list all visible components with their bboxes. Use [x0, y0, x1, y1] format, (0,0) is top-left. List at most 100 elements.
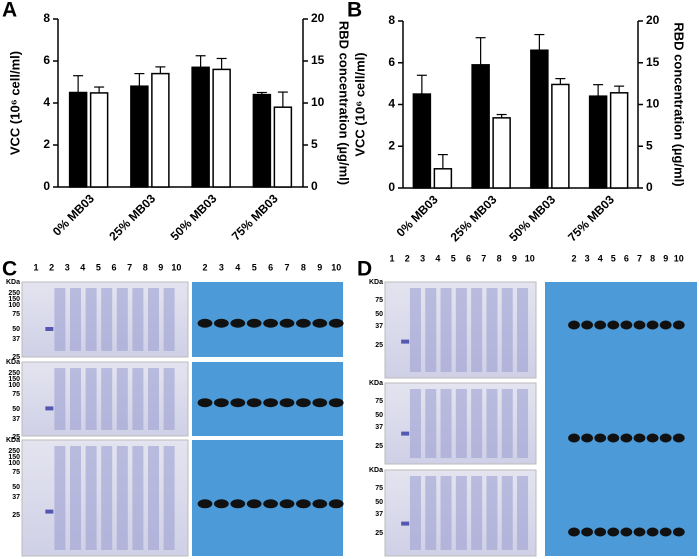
- kda-label: KDa: [369, 279, 383, 286]
- y2-axis-title: RBD concentration (µg/ml): [672, 22, 687, 186]
- blot-band: [581, 527, 593, 537]
- lane-label: 7: [481, 253, 486, 263]
- gel-lane: [101, 446, 113, 550]
- blot-band: [594, 527, 607, 537]
- kda-label: 37: [12, 336, 20, 343]
- gel-lane: [517, 389, 529, 458]
- gel-lane: [409, 288, 421, 372]
- gel-lane: [148, 368, 159, 430]
- bar: [609, 92, 629, 189]
- gel-lane: [455, 288, 467, 372]
- y2-tick-label: 20: [646, 13, 660, 27]
- lane-label: 3: [219, 262, 224, 272]
- gel-lane: [409, 476, 421, 550]
- lane-label: 6: [268, 262, 273, 272]
- y-axis-title: VCC (10⁶ cell/ml): [7, 51, 22, 155]
- blot-band: [296, 398, 311, 408]
- gel-lane: [70, 368, 81, 430]
- gel-lane: [132, 368, 144, 430]
- gel-lane: [163, 368, 175, 430]
- bar: [68, 91, 88, 188]
- kda-label: 75: [375, 297, 383, 304]
- bar: [191, 66, 210, 188]
- blot-band: [646, 320, 659, 330]
- blot-band: [246, 318, 262, 328]
- lane-label: 8: [497, 253, 502, 263]
- gel-band: [45, 509, 54, 514]
- blot-band: [279, 318, 295, 328]
- kda-label: KDa: [6, 279, 20, 286]
- y-tick-label: 4: [43, 95, 50, 109]
- panel-label: C: [2, 258, 17, 281]
- kda-label: 50: [12, 326, 20, 333]
- gel-lane: [425, 288, 437, 372]
- kda-label: 100: [8, 382, 20, 389]
- lane-label: 5: [451, 253, 456, 263]
- y-tick-label: 4: [388, 97, 395, 111]
- gel-lane: [425, 476, 437, 550]
- lane-label: 5: [611, 253, 616, 263]
- kda-label: 250: [8, 290, 20, 297]
- blot-band: [568, 433, 580, 443]
- gel-lane: [455, 389, 467, 458]
- blot-band: [633, 433, 646, 443]
- lane-label: 2: [405, 253, 410, 263]
- gel-lane: [501, 389, 513, 458]
- lane-label: 2: [202, 262, 207, 272]
- blot-band: [594, 433, 607, 443]
- bar: [588, 95, 608, 189]
- y2-tick-label: 15: [646, 55, 660, 69]
- y2-tick-label: 0: [311, 179, 318, 193]
- panel-label: D: [357, 258, 372, 281]
- y2-tick-label: 15: [311, 53, 325, 67]
- blot-band: [263, 318, 278, 328]
- panel-label: A: [2, 0, 17, 22]
- gel-lane: [132, 446, 144, 550]
- y-axis-title: VCC (10⁶ cell/ml): [352, 52, 367, 156]
- kda-label: 100: [8, 302, 20, 309]
- kda-label: 37: [375, 323, 383, 330]
- gel-lane: [101, 288, 113, 351]
- bar: [273, 106, 293, 188]
- gel-lane: [471, 389, 483, 458]
- gel-lane: [440, 389, 452, 458]
- blot-band: [197, 499, 213, 509]
- lane-label: 9: [317, 262, 322, 272]
- kda-label: KDa: [6, 437, 20, 444]
- bar: [252, 93, 272, 188]
- kda-label: 50: [375, 311, 383, 318]
- lane-label: 4: [598, 253, 603, 263]
- blot-band: [230, 318, 246, 328]
- gel-lane: [116, 446, 128, 550]
- gel-lane: [85, 446, 97, 550]
- gel-lane: [85, 368, 97, 430]
- lane-label: 5: [252, 262, 257, 272]
- blot-band: [659, 527, 672, 537]
- blot-band: [633, 320, 646, 330]
- blot-band: [633, 527, 646, 537]
- blot-band: [197, 398, 213, 408]
- lane-label: 7: [637, 253, 642, 263]
- lane-label: 7: [127, 262, 132, 272]
- blot-band: [594, 320, 607, 330]
- gel-lane: [425, 389, 437, 458]
- x-tick-label: 0% MB03: [50, 191, 97, 238]
- lane-label: 9: [512, 253, 517, 263]
- blot-band: [328, 318, 344, 328]
- gel-lane: [132, 288, 144, 351]
- western-blot: [192, 440, 343, 556]
- kda-label: 50: [12, 406, 20, 413]
- panel-label: B: [347, 0, 362, 22]
- gel-lane: [116, 288, 128, 351]
- gel-lane: [486, 389, 498, 458]
- lane-label: 4: [235, 262, 240, 272]
- gel-lane: [85, 288, 97, 351]
- blot-band: [279, 398, 295, 408]
- y2-tick-label: 20: [311, 11, 325, 25]
- kda-label: 37: [375, 424, 383, 431]
- blot-band: [607, 527, 620, 537]
- gel-lane: [54, 288, 66, 351]
- gel-lane: [116, 368, 128, 430]
- y-tick-label: 2: [388, 138, 395, 152]
